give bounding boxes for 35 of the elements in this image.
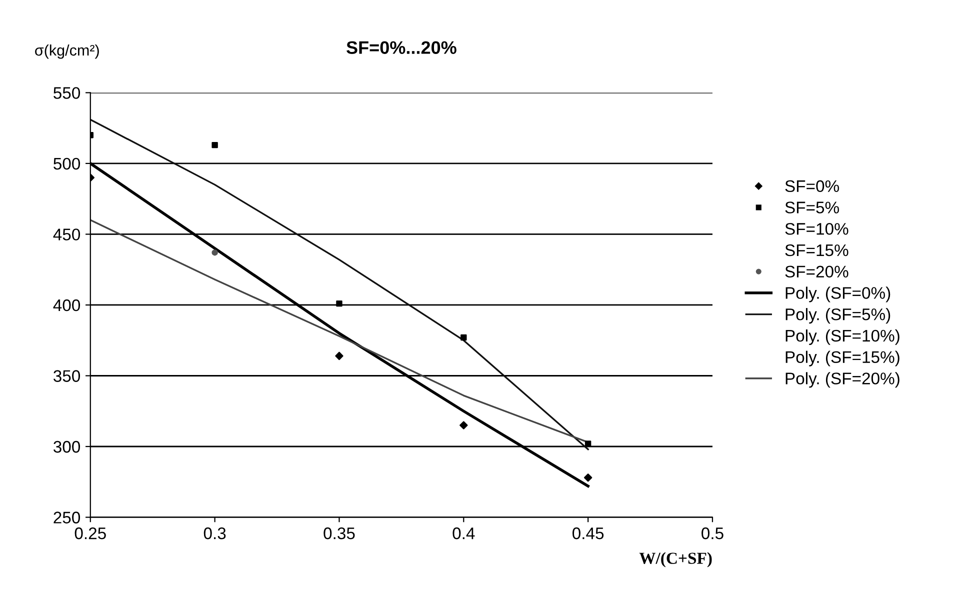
point [584, 440, 592, 447]
point [335, 352, 344, 360]
text: Poly. (SF=10%) [786, 329, 900, 345]
point [584, 474, 592, 482]
x-tick-label: 0.5 [702, 527, 724, 540]
chart-title: SF=0%...20% [346, 41, 456, 54]
y-tick-label: 550 [54, 87, 80, 99]
x-tick-label: 0.4 [452, 527, 475, 540]
text: Poly. (SF=15%) [786, 350, 900, 366]
legend-label: SF=20% [785, 266, 848, 278]
y-tick-label: 350 [54, 370, 80, 382]
text: SF=10% [785, 223, 848, 235]
y-tick-label: 450 [53, 228, 80, 240]
x-tick-label: 0.35 [324, 527, 355, 540]
y-tick-label: 300 [54, 440, 80, 453]
x-tick-label: 0.45 [572, 527, 604, 540]
y-tick-label: 500 [54, 158, 80, 170]
legend-label: Poly. (SF=20%) [786, 372, 900, 388]
legend-label: SF=0% [785, 180, 839, 192]
legend-label: Poly. (SF=0%) [786, 286, 890, 302]
y-tick-label: 400 [53, 299, 80, 312]
legend-label: SF=5% [785, 202, 839, 214]
legend-label: Poly. (SF=5%) [786, 308, 890, 324]
x-axis-title: W/(C+SF) [639, 552, 712, 568]
point [460, 334, 467, 341]
line-series [90, 118, 589, 450]
point [336, 300, 342, 307]
point [460, 421, 468, 430]
y-axis-title: σ(kg/cm²) [35, 44, 99, 59]
x-tick-label: 0.3 [204, 527, 226, 540]
y-tick-label: 250 [54, 512, 80, 524]
point [212, 142, 218, 148]
text: SF=15% [785, 244, 848, 256]
point [212, 250, 218, 256]
x-tick-label: 0.25 [74, 527, 106, 540]
